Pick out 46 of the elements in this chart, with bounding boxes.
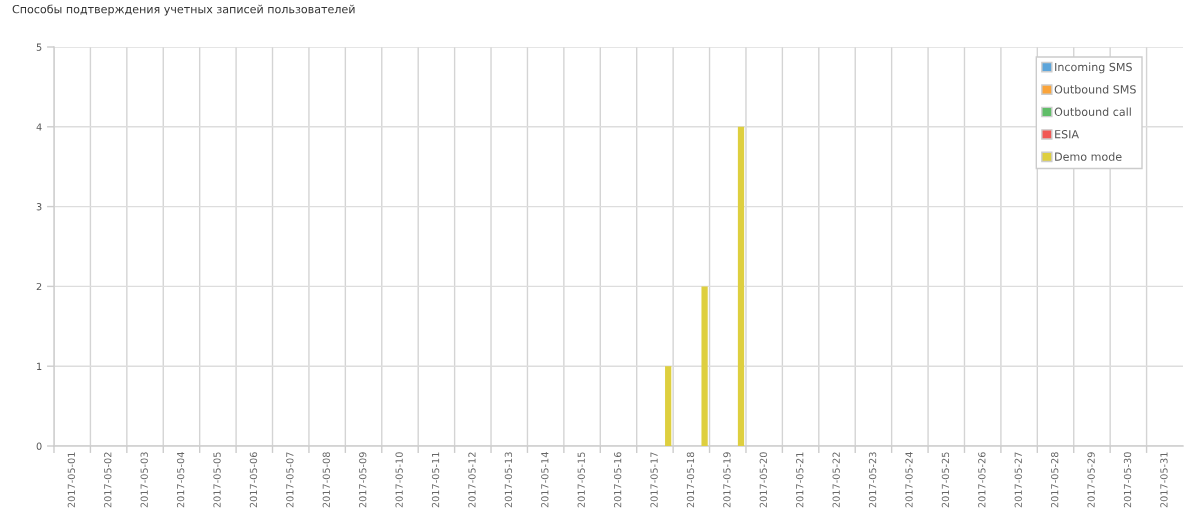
x-tick-label: 2017-05-02 <box>104 452 112 508</box>
bar <box>665 366 672 446</box>
x-tick-label: 2017-05-25 <box>941 452 950 508</box>
y-tick-label: 5 <box>36 43 42 51</box>
x-tick-label: 2017-05-12 <box>468 452 476 508</box>
x-tick-label: 2017-05-17 <box>650 452 658 508</box>
x-tick-label: 2017-05-11 <box>431 452 440 508</box>
y-tick-label: 3 <box>36 203 42 211</box>
x-tick-label: 2017-05-01 <box>67 452 76 508</box>
x-tick-label: 2017-05-18 <box>686 452 695 508</box>
x-tick-label: 2017-05-28 <box>1051 452 1059 508</box>
y-tick-label: 1 <box>37 362 42 370</box>
x-tick-label: 2017-05-04 <box>176 452 185 508</box>
x-tick-label: 2017-05-03 <box>140 452 148 508</box>
chart-title: Способы подтверждения учетных записей пользователей <box>12 4 355 16</box>
x-tick-label: 2017-05-31 <box>1160 452 1168 508</box>
legend-label: ESIA <box>1055 130 1079 139</box>
legend-label: Outbound call <box>1054 107 1131 116</box>
x-tick-label: 2017-05-30 <box>1123 452 1132 508</box>
x-tick-label: 2017-05-06 <box>249 452 258 508</box>
y-tick-label: 2 <box>36 282 42 291</box>
bar <box>737 126 745 446</box>
x-tick-label: 2017-05-19 <box>723 452 731 508</box>
x-tick-label: 2017-05-15 <box>577 452 585 508</box>
legend-label: Incoming SMS <box>1055 62 1132 74</box>
x-tick-label: 2017-05-14 <box>541 452 549 508</box>
bar <box>701 286 708 446</box>
x-tick-label: 2017-05-16 <box>613 452 622 508</box>
legend-label: Demo mode <box>1055 152 1122 161</box>
x-tick-label: 2017-05-27 <box>1014 452 1022 508</box>
x-tick-label: 2017-05-21 <box>796 452 804 508</box>
x-tick-label: 2017-05-24 <box>905 452 913 508</box>
x-tick-label: 2017-05-23 <box>868 452 877 508</box>
x-tick-label: 2017-05-07 <box>286 452 294 508</box>
y-tick-label: 4 <box>36 123 42 131</box>
x-tick-label: 2017-05-22 <box>832 452 840 508</box>
x-tick-label: 2017-05-13 <box>504 452 513 508</box>
x-tick-label: 2017-05-08 <box>322 452 330 508</box>
x-tick-label: 2017-05-05 <box>213 452 221 508</box>
x-tick-label: 2017-05-20 <box>759 452 767 508</box>
x-tick-label: 2017-05-29 <box>1087 452 1095 508</box>
y-tick-label: 0 <box>36 442 42 450</box>
x-tick-label: 2017-05-10 <box>395 452 403 508</box>
legend-label: Outbound SMS <box>1054 84 1136 94</box>
x-tick-label: 2017-05-26 <box>978 452 986 508</box>
x-tick-label: 2017-05-09 <box>359 452 367 508</box>
